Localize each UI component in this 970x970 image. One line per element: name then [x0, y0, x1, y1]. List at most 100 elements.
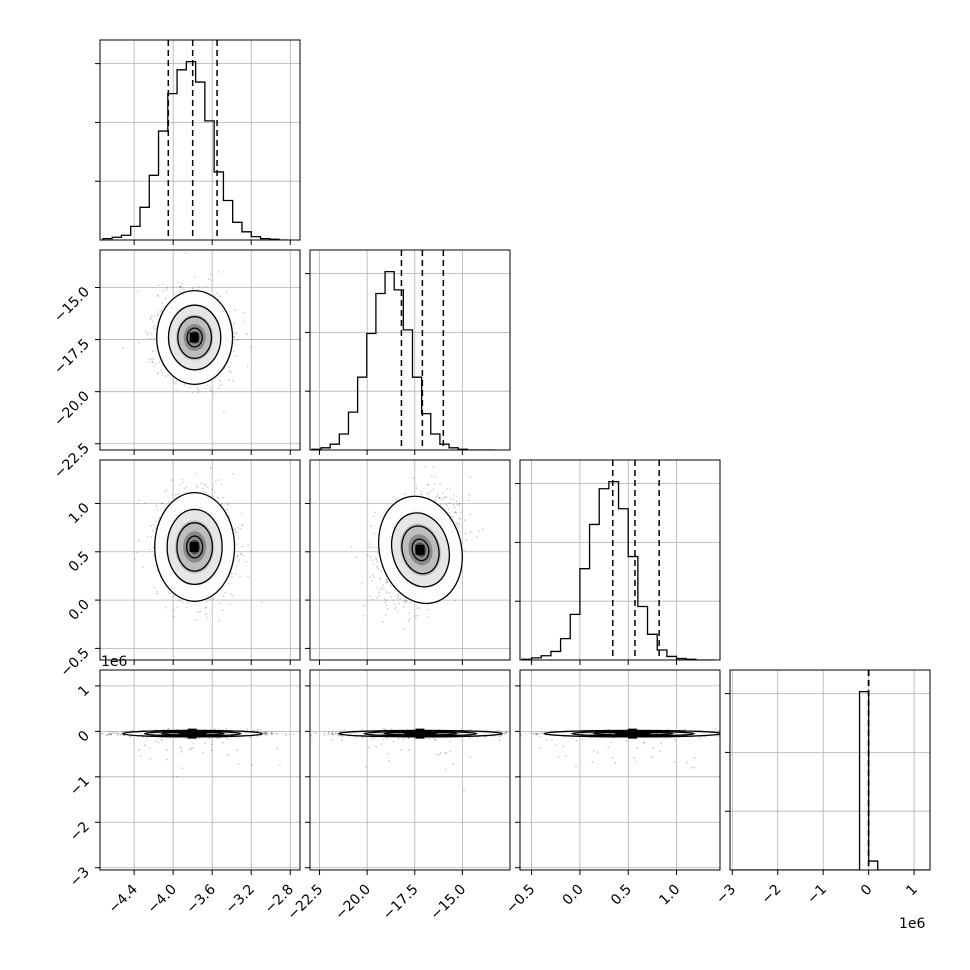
- scatter-point: [150, 332, 153, 335]
- scatter-point: [217, 496, 219, 498]
- scatter-point: [276, 732, 278, 735]
- scatter-point: [243, 311, 246, 314]
- scatter-point: [237, 526, 239, 529]
- scatter-point: [153, 365, 156, 368]
- scatter-point: [155, 362, 158, 365]
- scatter-point: [138, 499, 141, 502]
- scatter-point: [454, 511, 456, 513]
- scatter-point: [369, 525, 372, 527]
- scatter-point: [245, 332, 248, 335]
- scatter-point: [372, 515, 375, 518]
- scatter-point: [122, 731, 125, 733]
- pair-content: [100, 250, 300, 450]
- scatter-point: [456, 523, 459, 526]
- contour-line: [176, 522, 214, 572]
- scatter-point: [115, 731, 117, 734]
- scatter-point: [195, 484, 198, 487]
- scatter-point: [469, 513, 472, 516]
- scatter-point: [426, 483, 429, 486]
- scatter-point: [210, 273, 212, 276]
- scatter-point: [176, 606, 179, 608]
- scatter-point: [404, 601, 407, 604]
- scatter-point: [212, 597, 215, 600]
- scatter-point: [161, 364, 164, 367]
- scatter-point: [390, 596, 392, 599]
- scatter-point: [156, 569, 159, 572]
- scatter-point: [250, 346, 253, 348]
- histogram-step: [521, 480, 716, 660]
- scatter-point: [376, 565, 378, 568]
- scatter-point: [465, 539, 468, 541]
- scatter-point: [184, 252, 187, 255]
- scatter-point: [105, 734, 108, 736]
- scatter-point: [376, 586, 379, 589]
- scatter-point: [157, 371, 160, 374]
- scatter-point: [150, 525, 153, 527]
- scatter-point: [122, 346, 125, 349]
- scatter-point: [124, 730, 127, 732]
- scatter-point: [156, 590, 158, 593]
- scatter-point: [231, 380, 234, 382]
- scatter-point: [158, 361, 161, 363]
- scatter-point: [217, 387, 220, 390]
- scatter-point: [409, 601, 411, 604]
- scatter-point: [404, 493, 406, 495]
- panel-frame: [309, 459, 511, 661]
- scatter-point: [165, 489, 168, 491]
- scatter-point: [179, 285, 182, 288]
- scatter-point: [198, 285, 201, 288]
- scatter-point: [217, 497, 220, 500]
- scatter-point: [385, 579, 388, 582]
- scatter-point: [179, 483, 182, 486]
- scatter-point: [204, 491, 207, 494]
- scatter-point: [210, 467, 212, 470]
- scatter-point: [161, 372, 164, 375]
- scatter-point: [177, 493, 180, 495]
- scatter-point: [405, 600, 408, 603]
- contour-line: [411, 538, 430, 562]
- scatter-point: [380, 570, 383, 572]
- scatter-point: [153, 586, 156, 589]
- scatter-point: [360, 582, 363, 584]
- scatter-point: [371, 580, 374, 582]
- scatter-point: [439, 456, 441, 458]
- scatter-point: [378, 591, 381, 594]
- scatter-point: [203, 483, 206, 486]
- scatter-point: [427, 483, 429, 486]
- histogram-panel-1: [305, 249, 511, 455]
- scatter-point: [172, 615, 175, 618]
- scatter-point: [164, 490, 166, 493]
- scatter-point: [101, 732, 103, 735]
- scatter-point: [172, 478, 174, 481]
- scatter-point: [149, 337, 152, 340]
- scatter-point: [427, 493, 430, 495]
- scatter-point: [458, 503, 461, 506]
- scatter-point: [197, 389, 200, 391]
- scatter-point: [383, 588, 385, 590]
- scatter-point: [375, 560, 378, 563]
- scatter-point: [152, 361, 154, 364]
- scatter-point: [147, 331, 150, 334]
- scatter-point: [229, 371, 232, 373]
- scatter-point: [181, 282, 184, 285]
- scatter-point: [439, 483, 442, 485]
- pair-content: [310, 456, 510, 660]
- scatter-point: [256, 729, 259, 732]
- scatter-point: [430, 475, 433, 478]
- histogram-frame: [309, 249, 511, 451]
- scatter-point: [463, 519, 466, 522]
- scatter-point: [423, 465, 426, 468]
- scatter-point: [368, 576, 371, 579]
- scatter-point: [420, 493, 423, 496]
- contour-line: [401, 525, 440, 575]
- scatter-point: [229, 603, 232, 605]
- scatter-point: [152, 321, 155, 323]
- scatter-point: [106, 734, 109, 737]
- scatter-point: [372, 563, 375, 566]
- scatter-point: [382, 584, 384, 587]
- scatter-point: [239, 527, 242, 530]
- scatter-point: [175, 380, 178, 383]
- scatter-point: [200, 482, 203, 485]
- scatter-point: [458, 502, 461, 505]
- scatter-point: [449, 487, 452, 490]
